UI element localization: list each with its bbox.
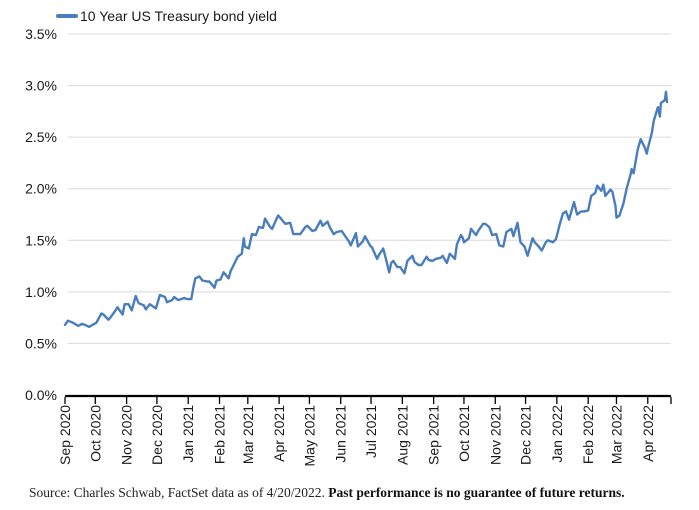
yield-line-series <box>63 90 669 329</box>
x-axis-tick-label: Sep 2021 <box>426 405 442 465</box>
x-axis-tick-label: Nov 2020 <box>119 405 135 465</box>
x-axis-tick-label: Feb 2022 <box>580 405 596 464</box>
y-axis-tick-label: 1.0% <box>25 284 57 300</box>
source-disclaimer: Past performance is no guarantee of futu… <box>328 485 625 500</box>
source-text: Source: Charles Schwab, FactSet data as … <box>29 485 329 500</box>
y-axis-tick-label: 3.0% <box>25 78 57 94</box>
x-axis-tick-label: Mar 2022 <box>608 405 624 464</box>
x-axis-tick-label: Feb 2021 <box>212 405 228 464</box>
line-chart: 0.0% 0.5% 1.0% 1.5% 2.0% 2.5% 3.0% 3.5% Sep 2020… <box>25 26 672 467</box>
y-axis-tick-label: 0.0% <box>25 387 57 403</box>
x-axis-tick-label: Jan 2021 <box>180 405 196 463</box>
y-axis-tick-label: 0.5% <box>25 335 57 351</box>
x-axis-tick-label: Oct 2021 <box>456 405 472 462</box>
y-axis-tick-label: 2.5% <box>25 129 57 145</box>
x-axis-tick-label: Jul 2021 <box>363 405 379 458</box>
x-axis-tick-label: May 2021 <box>301 405 317 467</box>
x-axis-tick-label: Dec 2021 <box>518 405 534 465</box>
legend-label: 10 Year US Treasury bond yield <box>80 8 277 24</box>
legend: 10 Year US Treasury bond yield <box>56 9 277 23</box>
x-axis-tick-label: Jun 2021 <box>333 405 349 463</box>
x-axis-tick-label: Oct 2020 <box>87 405 103 462</box>
x-axis-tick-label: Nov 2021 <box>487 405 503 465</box>
y-axis-tick-label: 3.5% <box>25 26 57 42</box>
x-axis-tick-label: Dec 2020 <box>149 405 165 465</box>
x-axis-tick-label: Aug 2021 <box>394 405 410 465</box>
x-axis-tick-label: Mar 2021 <box>240 405 256 464</box>
x-axis-tick-label: Sep 2020 <box>57 405 73 465</box>
source-note: Source: Charles Schwab, FactSet data as … <box>29 485 689 501</box>
x-axis-tick-label: Jan 2022 <box>549 405 565 463</box>
x-axis-tick-label: Apr 2022 <box>640 405 656 462</box>
x-axis-tick-label: Apr 2021 <box>271 405 287 462</box>
legend-line-swatch <box>56 14 78 18</box>
y-axis-tick-label: 2.0% <box>25 181 57 197</box>
y-axis-tick-label: 1.5% <box>25 232 57 248</box>
